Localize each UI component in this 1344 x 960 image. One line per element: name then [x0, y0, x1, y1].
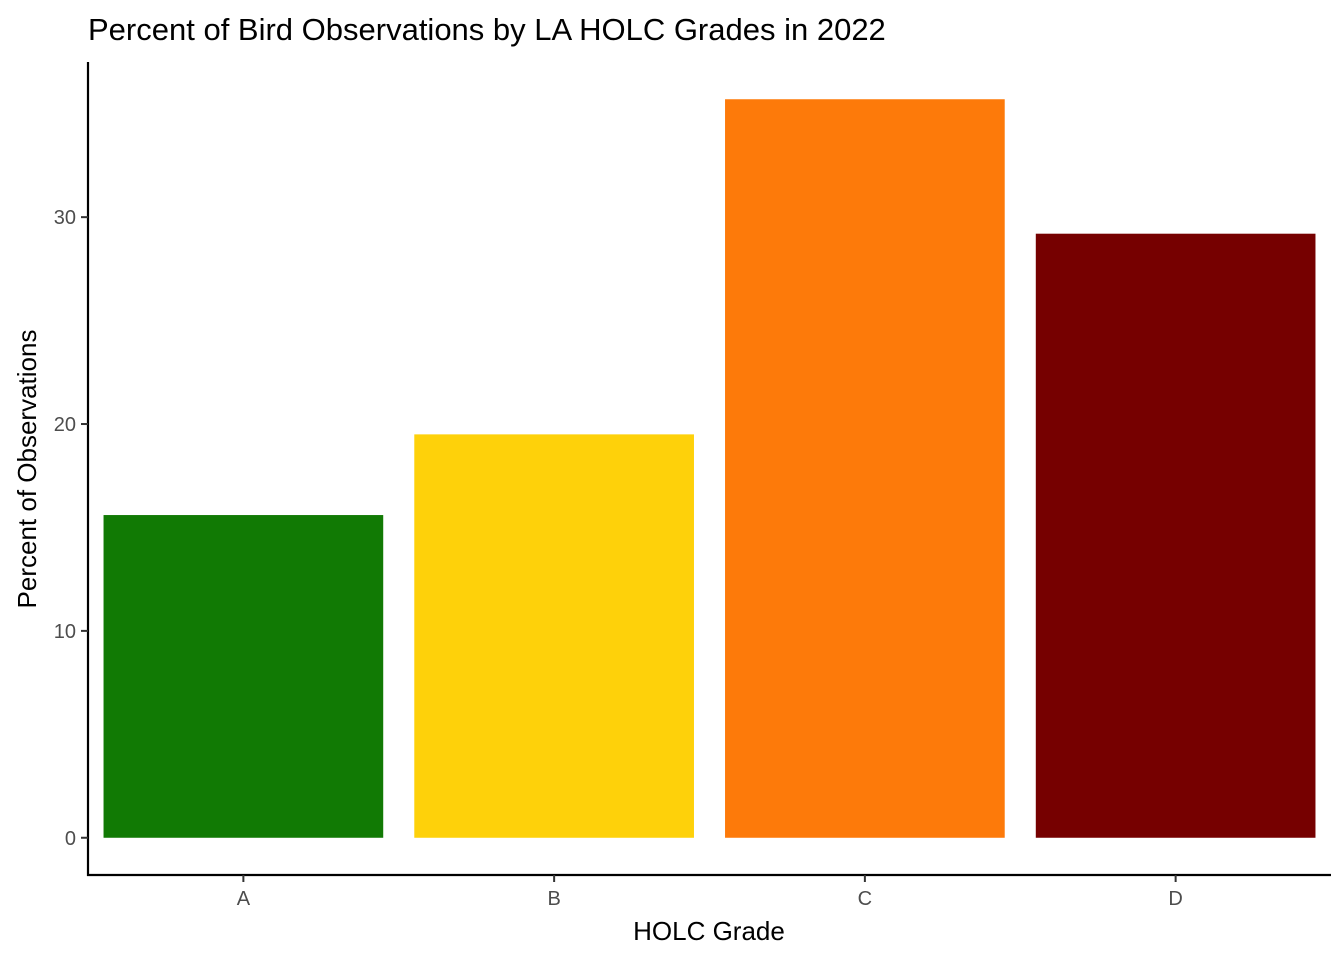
y-tick-label: 20 [54, 414, 76, 436]
x-axis-ticks: A B C D [237, 875, 1183, 910]
bar-a [103, 515, 384, 838]
y-axis-ticks: 0 10 20 30 [54, 207, 88, 850]
y-axis-title: Percent of Observations [12, 330, 42, 609]
x-tick-label: C [858, 888, 872, 910]
y-tick-label: 0 [65, 828, 76, 850]
y-tick-label: 10 [54, 621, 76, 643]
x-tick-label: B [547, 888, 560, 910]
bar-b [414, 434, 694, 838]
y-tick-label: 30 [54, 207, 76, 229]
x-tick-label: A [237, 888, 251, 910]
bar-c [725, 99, 1005, 838]
x-tick-label: D [1168, 888, 1182, 910]
x-axis-title: HOLC Grade [633, 916, 785, 946]
bar-d [1035, 233, 1316, 838]
plot-area: 0 10 20 30 A B C D [54, 62, 1331, 910]
bars-group [103, 99, 1316, 838]
chart-title: Percent of Bird Observations by LA HOLC … [88, 12, 886, 47]
